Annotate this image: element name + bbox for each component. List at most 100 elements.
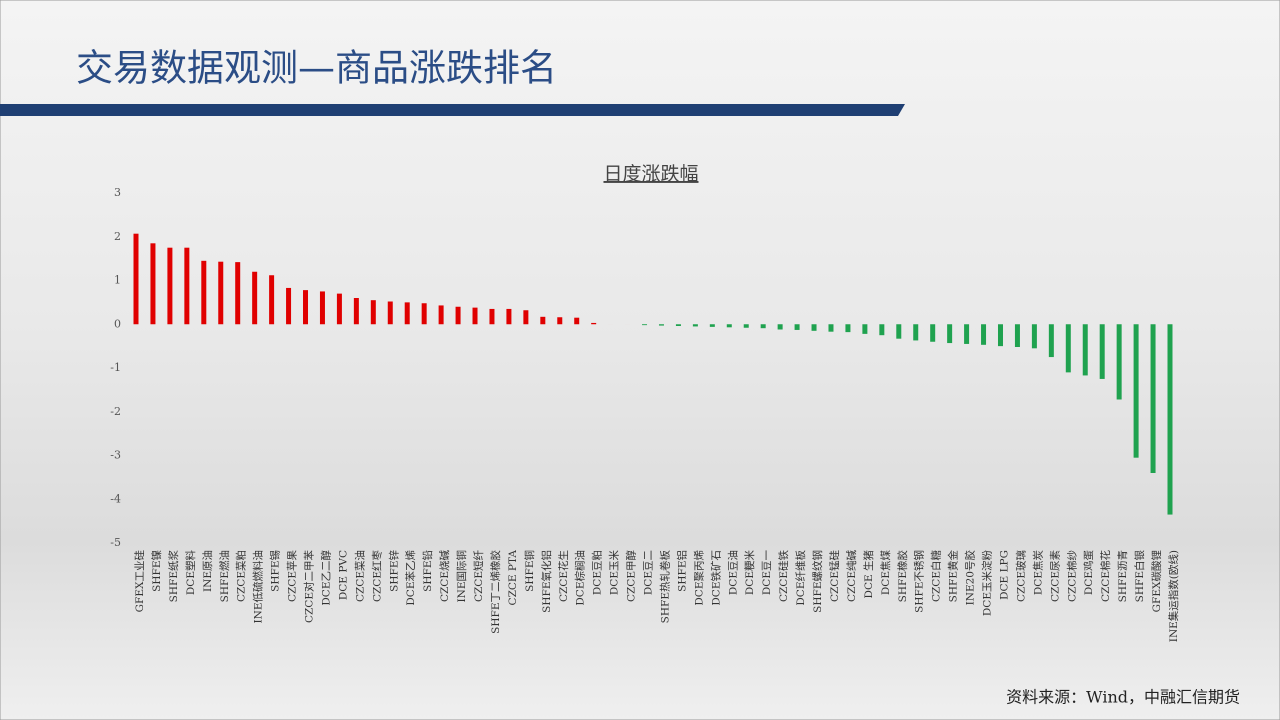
x-tick-label: DCE聚丙烯 <box>692 550 705 606</box>
x-tick-label: DCE豆二 <box>643 550 655 595</box>
bar <box>1167 324 1173 515</box>
x-tick-label: DCE焦炭 <box>1031 550 1044 596</box>
x-tick-label: SHFE锌 <box>387 550 400 592</box>
bar <box>404 302 410 325</box>
bar <box>150 243 156 325</box>
x-tick-label: CZCE烧碱 <box>438 550 451 603</box>
bar <box>523 310 529 325</box>
y-tick-label: 1 <box>114 274 121 287</box>
y-tick-label: -1 <box>110 361 121 374</box>
x-tick-label: CZCE玻璃 <box>1014 550 1027 602</box>
bar <box>879 324 885 336</box>
x-tick-label: DCE玉米淀粉 <box>981 550 994 617</box>
bar <box>726 324 732 328</box>
y-tick-label: 2 <box>114 230 121 243</box>
x-tick-label: SHFE锡 <box>269 550 282 592</box>
bar <box>1031 324 1037 349</box>
bar <box>760 324 766 329</box>
chart-title: 日度涨跌幅 <box>603 163 698 185</box>
bar <box>1133 324 1139 458</box>
x-tick-label: CZCE菜粕 <box>235 550 248 602</box>
x-tick-label: INE国际铜 <box>456 550 468 603</box>
bar <box>167 247 173 325</box>
y-tick-label: -5 <box>110 536 121 549</box>
x-tick-label: CZCE红枣 <box>370 550 383 603</box>
x-tick-label: CZCE尿素 <box>1048 550 1061 602</box>
bar <box>387 301 393 325</box>
x-tick-label: CZCE对二甲苯 <box>303 550 316 624</box>
x-tick-label: DCE豆一 <box>761 550 773 596</box>
x-tick-label: SHFE铝 <box>675 550 688 592</box>
x-tick-label: CZCE锰硅 <box>828 550 841 603</box>
bar <box>981 324 987 345</box>
x-tick-label: DCE铁矿石 <box>709 550 722 606</box>
x-tick-label: GFEX碳酸锂 <box>1150 550 1163 613</box>
bar <box>845 324 851 333</box>
bar <box>235 262 241 325</box>
bar <box>370 300 376 325</box>
bar <box>133 233 139 325</box>
x-tick-label: DCE苯乙烯 <box>404 550 417 606</box>
x-tick-label: CZCE纯碱 <box>845 550 858 603</box>
x-tick-label: INE原油 <box>201 550 214 592</box>
x-tick-label: SHFE丁二烯橡胶 <box>489 550 502 634</box>
y-tick-label: -4 <box>110 492 121 505</box>
x-tick-label: CZCE硅铁 <box>777 550 790 603</box>
x-tick-label: CZCE菜油 <box>353 550 366 602</box>
x-tick-label: CZCE白糖 <box>930 550 943 603</box>
bar <box>472 307 478 325</box>
x-tick-label: CZCE花生 <box>557 550 570 602</box>
bar <box>1014 324 1020 347</box>
y-tick-label: 0 <box>114 317 121 330</box>
x-tick-label: DCE豆粕 <box>591 550 604 595</box>
x-tick-label: DCE塑料 <box>184 550 197 596</box>
bar <box>303 290 309 325</box>
bar <box>218 261 224 325</box>
x-tick-label: SHFE燃油 <box>218 550 231 602</box>
x-tick-label: SHFE黄金 <box>947 550 960 603</box>
bar <box>421 303 427 325</box>
bar <box>811 324 817 331</box>
x-tick-label: GFEX工业硅 <box>133 550 146 613</box>
bar <box>252 271 258 325</box>
x-tick-label: SHFE沥青 <box>1116 550 1129 602</box>
x-tick-label: DCE焦煤 <box>879 550 892 596</box>
x-tick-label: SHFE螺纹钢 <box>811 550 824 613</box>
x-tick-label: INE集运指数(欧线) <box>1167 550 1180 642</box>
bar <box>1048 324 1054 358</box>
x-tick-label: CZCE棉花 <box>1099 550 1112 603</box>
bar <box>930 324 936 342</box>
x-tick-label: DCE纤维板 <box>794 550 807 606</box>
x-tick-label: INE低硫燃料油 <box>252 550 265 624</box>
x-tick-label: DCE豆油 <box>726 550 739 595</box>
y-tick-label: -2 <box>110 405 121 418</box>
x-tick-label: SHFE氧化铝 <box>540 550 553 613</box>
bar <box>286 287 292 325</box>
bar <box>540 316 546 325</box>
x-tick-label: CZCE短纤 <box>472 550 485 603</box>
x-tick-label: CZCE甲醇 <box>625 550 638 603</box>
bar <box>675 324 681 326</box>
bar <box>997 324 1003 347</box>
bar <box>828 324 834 332</box>
bar <box>1065 324 1071 373</box>
x-tick-label: SHFE铜 <box>524 550 536 592</box>
bar <box>1099 324 1105 379</box>
bar <box>506 308 512 325</box>
x-tick-label: SHFE纸浆 <box>167 550 180 603</box>
bar <box>269 275 275 325</box>
x-tick-label: SHFE不锈钢 <box>913 550 926 613</box>
x-tick-label: SHFE白银 <box>1133 550 1146 603</box>
bar <box>353 298 359 325</box>
x-tick-label: DCE玉米 <box>608 550 621 596</box>
x-tick-label: INE20号胶 <box>964 550 977 606</box>
bar <box>438 305 444 325</box>
x-tick-label: SHFE铅 <box>421 550 434 592</box>
bar <box>709 324 715 327</box>
x-tick-label: DCE棕榈油 <box>574 550 587 606</box>
bar <box>743 324 749 328</box>
x-tick-label: DCE PVC <box>337 550 349 600</box>
y-tick-label: -3 <box>110 449 121 462</box>
